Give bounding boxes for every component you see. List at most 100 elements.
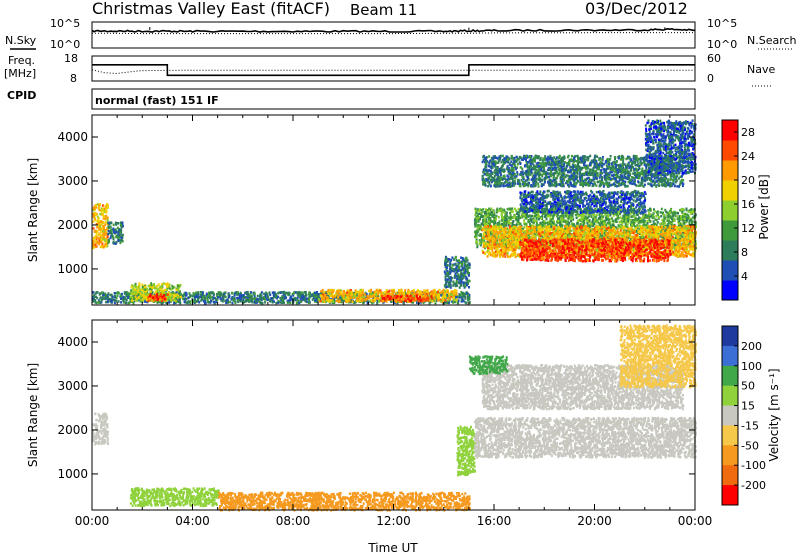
data-cell [509, 211, 512, 215]
data-cell [438, 297, 440, 300]
data-cell [572, 218, 575, 221]
data-cell [652, 215, 655, 218]
data-cell [612, 214, 615, 217]
data-cell [101, 234, 104, 238]
data-cell [638, 224, 641, 227]
noise-tick-right-low: 10^0 [707, 38, 737, 51]
data-cell [496, 222, 499, 225]
data-cell [250, 291, 253, 294]
data-cell [548, 214, 550, 217]
data-cell [445, 274, 448, 277]
data-cell [523, 226, 526, 229]
data-cell [586, 222, 589, 225]
data-cell [395, 291, 398, 295]
data-cell [263, 296, 265, 299]
data-cell [121, 221, 124, 224]
data-cell [338, 293, 341, 297]
data-cell [597, 221, 600, 225]
data-cell [551, 223, 554, 227]
data-cell [107, 238, 110, 242]
data-cell [460, 265, 463, 268]
data-cell [584, 215, 587, 218]
data-cell [116, 294, 119, 297]
data-cell [605, 223, 608, 226]
data-cell [172, 286, 175, 289]
data-cell [443, 301, 446, 304]
data-cell [224, 295, 227, 299]
data-cell [541, 215, 544, 218]
data-cell [145, 295, 148, 299]
data-cell [636, 224, 639, 227]
data-cell [548, 244, 551, 247]
freq-line [92, 64, 695, 77]
data-cell [431, 300, 434, 303]
data-cell [257, 298, 260, 301]
data-cell [233, 298, 236, 301]
data-cell [156, 288, 159, 291]
data-cell [464, 274, 467, 277]
data-cell [167, 295, 170, 298]
data-cell [506, 207, 509, 211]
data-cell [412, 289, 415, 292]
data-cell [456, 281, 458, 284]
data-cell [530, 214, 533, 218]
data-cell [189, 301, 192, 305]
data-cell [96, 236, 99, 239]
data-cell [340, 300, 343, 304]
data-cell [323, 290, 326, 294]
data-cell [408, 291, 410, 294]
data-cell [272, 293, 275, 296]
data-cell [187, 296, 190, 300]
data-cell [99, 230, 102, 234]
data-cell [344, 296, 347, 300]
data-cell [475, 237, 478, 241]
data-cell [253, 292, 256, 296]
data-cell [211, 291, 213, 295]
data-cell [414, 291, 417, 295]
data-cell [93, 212, 96, 216]
data-cell [417, 289, 419, 292]
data-cell [243, 296, 246, 299]
data-cell [97, 222, 100, 225]
data-cell [460, 256, 463, 259]
data-cell [223, 291, 226, 295]
data-cell [97, 218, 100, 221]
data-cell [464, 296, 467, 299]
data-cell [355, 299, 358, 303]
data-cell [394, 301, 397, 304]
data-cell [647, 209, 650, 212]
data-cell [156, 284, 159, 288]
data-cell [209, 294, 212, 297]
data-cell [452, 267, 455, 271]
data-cell [103, 232, 106, 236]
data-cell [477, 216, 480, 219]
data-cell [212, 292, 215, 296]
data-cell [359, 294, 362, 298]
data-cell [484, 223, 486, 227]
data-cell [149, 297, 151, 300]
data-cell [518, 211, 521, 214]
data-cell [280, 291, 283, 294]
data-cell [463, 282, 466, 285]
data-cell [254, 301, 257, 304]
data-cell [250, 299, 252, 303]
data-cell [554, 231, 557, 234]
data-cell [433, 297, 436, 301]
data-cell [144, 300, 146, 303]
data-cell [677, 217, 680, 221]
data-cell [480, 222, 483, 225]
data-cell [635, 213, 638, 216]
data-cell [106, 294, 109, 297]
data-cell [552, 217, 554, 220]
data-cell [643, 213, 646, 217]
data-cell [363, 295, 366, 299]
data-cell [503, 220, 506, 223]
data-cell [150, 283, 153, 286]
data-cell [113, 231, 116, 234]
data-cell [298, 301, 301, 305]
data-cell [104, 207, 107, 211]
data-cell [146, 291, 149, 294]
data-cell [177, 289, 180, 292]
data-cell [695, 246, 697, 250]
data-cell [421, 299, 424, 302]
